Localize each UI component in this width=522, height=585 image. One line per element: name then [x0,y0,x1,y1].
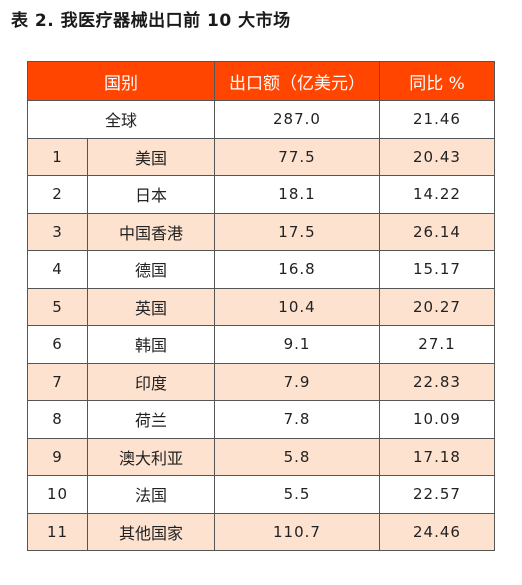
row-amount: 7.9 [214,362,380,401]
total-yoy: 21.46 [379,100,495,139]
row-rank: 3 [27,212,88,251]
table-title: 表 2. 我医疗器械出口前 10 大市场 [11,11,291,31]
row-yoy: 20.27 [379,287,495,326]
export-markets-table: 国别 出口额（亿美元） 同比 % 全球 287.0 21.46 1 美国 77.5 2… [27,61,495,551]
row-rank: 4 [27,250,88,289]
row-yoy: 20.43 [379,137,495,176]
table-row: 7 印度 7.9 22.83 [27,362,495,401]
table-row: 8 荷兰 7.8 10.09 [27,400,495,439]
table-row: 9 澳大利亚 5.8 17.18 [27,437,495,476]
row-country: 英国 [87,287,215,326]
row-rank: 10 [27,475,88,514]
total-name: 全球 [27,100,215,139]
table-row: 2 日本 18.1 14.22 [27,175,495,214]
column-header-yoy: 同比 % [379,61,495,101]
row-country: 德国 [87,250,215,289]
row-yoy: 27.1 [379,325,495,364]
row-country: 荷兰 [87,400,215,439]
row-rank: 2 [27,175,88,214]
total-row: 全球 287.0 21.46 [27,100,495,139]
row-amount: 10.4 [214,287,380,326]
row-amount: 5.8 [214,437,380,476]
table-row: 3 中国香港 17.5 26.14 [27,212,495,251]
row-amount: 77.5 [214,137,380,176]
table-row: 1 美国 77.5 20.43 [27,137,495,176]
row-yoy: 22.83 [379,362,495,401]
row-country: 韩国 [87,325,215,364]
row-country: 法国 [87,475,215,514]
table-row: 4 德国 16.8 15.17 [27,250,495,289]
row-yoy: 17.18 [379,437,495,476]
column-header-country: 国别 [27,61,215,101]
row-yoy: 26.14 [379,212,495,251]
row-rank: 1 [27,137,88,176]
row-rank: 5 [27,287,88,326]
header-row: 国别 出口额（亿美元） 同比 % [27,61,495,101]
row-amount: 5.5 [214,475,380,514]
row-amount: 110.7 [214,512,380,551]
row-amount: 18.1 [214,175,380,214]
row-amount: 9.1 [214,325,380,364]
row-country: 中国香港 [87,212,215,251]
table-row: 5 英国 10.4 20.27 [27,287,495,326]
row-rank: 6 [27,325,88,364]
row-country: 澳大利亚 [87,437,215,476]
row-yoy: 24.46 [379,512,495,551]
table-row: 10 法国 5.5 22.57 [27,475,495,514]
row-yoy: 15.17 [379,250,495,289]
row-yoy: 10.09 [379,400,495,439]
row-country: 日本 [87,175,215,214]
row-yoy: 14.22 [379,175,495,214]
row-rank: 11 [27,512,88,551]
row-rank: 8 [27,400,88,439]
row-amount: 17.5 [214,212,380,251]
row-rank: 9 [27,437,88,476]
row-country: 美国 [87,137,215,176]
column-header-amount: 出口额（亿美元） [214,61,380,101]
table-row: 6 韩国 9.1 27.1 [27,325,495,364]
row-rank: 7 [27,362,88,401]
row-amount: 16.8 [214,250,380,289]
row-country: 印度 [87,362,215,401]
table-row: 11 其他国家 110.7 24.46 [27,512,495,551]
row-country: 其他国家 [87,512,215,551]
row-amount: 7.8 [214,400,380,439]
total-amount: 287.0 [214,100,380,139]
row-yoy: 22.57 [379,475,495,514]
